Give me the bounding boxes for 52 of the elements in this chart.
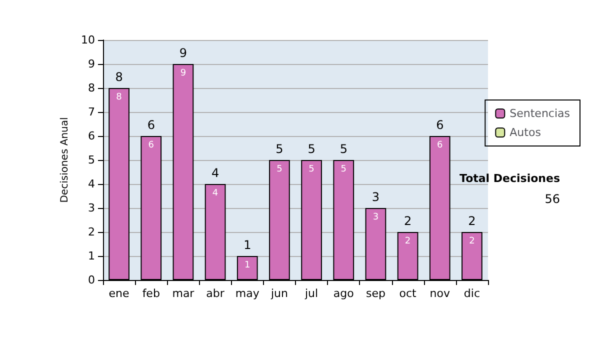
y-tick-label: 6 <box>88 130 95 142</box>
y-tick-label: 9 <box>88 58 95 70</box>
legend-label: Autos <box>510 126 542 139</box>
x-tick-label: nov <box>430 287 450 300</box>
x-tick-label: mar <box>172 287 195 300</box>
x-tick-label: dic <box>464 287 480 300</box>
data-label: 6 <box>437 140 444 150</box>
y-tick-label: 3 <box>88 202 95 214</box>
data-label: 2 <box>469 236 475 246</box>
text: 56 <box>544 192 560 206</box>
x-tick-label: may <box>235 287 260 300</box>
total-label: 5 <box>340 142 348 156</box>
total-label: 4 <box>211 166 220 180</box>
y-tick-label: 0 <box>88 274 95 286</box>
total-label: 6 <box>436 118 444 132</box>
x-tick-label: jun <box>270 287 288 300</box>
data-label: 3 <box>372 212 379 222</box>
data-label: 5 <box>340 164 346 174</box>
total-label: 2 <box>404 214 412 228</box>
data-label: 1 <box>244 260 250 270</box>
total-label: 9 <box>179 46 188 60</box>
data-label: 6 <box>148 140 154 150</box>
data-label: 8 <box>116 92 122 102</box>
total-label: 5 <box>276 142 284 156</box>
y-tick-label: 4 <box>88 178 95 190</box>
data-label: 9 <box>180 68 186 78</box>
y-tick-label: 7 <box>88 106 95 118</box>
x-tick-label: ago <box>333 287 354 300</box>
y-tick-label: 10 <box>81 34 95 46</box>
data-label: 5 <box>276 164 282 174</box>
y-tick-label: 2 <box>88 226 95 238</box>
total-label: 8 <box>115 70 123 84</box>
annotation: Total Decisiones <box>460 172 560 185</box>
data-label: 5 <box>308 164 314 174</box>
total-label: 6 <box>147 118 155 132</box>
y-tick-label: 5 <box>88 154 95 166</box>
x-tick-label: sep <box>366 287 386 300</box>
y-tick-label: 1 <box>88 250 95 262</box>
y-axis-title: Decisiones Anual <box>60 117 71 203</box>
x-tick-label: ene <box>108 287 130 300</box>
total-label: 1 <box>244 238 252 252</box>
data-label: 2 <box>404 236 411 246</box>
x-tick-label: abr <box>206 287 225 300</box>
x-tick-label: feb <box>142 287 160 300</box>
total-label: 5 <box>308 142 316 156</box>
total-label: 2 <box>468 214 476 228</box>
data-label: 4 <box>212 188 218 198</box>
x-tick-label: jul <box>304 287 318 300</box>
legend-label: Sentencias <box>510 107 570 120</box>
x-tick-label: oct <box>399 287 418 300</box>
total-label: 3 <box>372 190 380 204</box>
y-tick-label: 8 <box>88 82 95 94</box>
